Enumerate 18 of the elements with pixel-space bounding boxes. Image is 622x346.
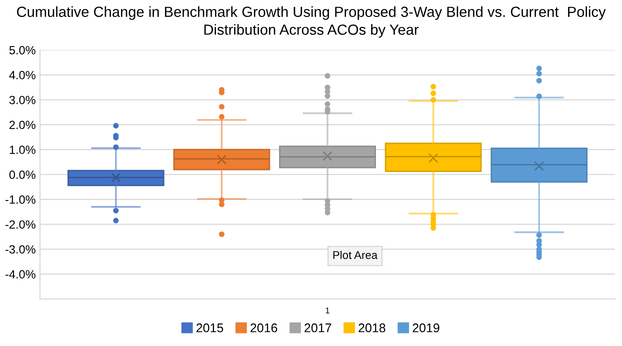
legend-label: 2018	[358, 323, 386, 332]
y-tick-label: 0.0%	[9, 170, 36, 179]
legend-label: 2017	[304, 323, 332, 332]
y-tick-label: -4.0%	[6, 270, 36, 278]
y-tick-label: 4.0%	[9, 70, 36, 80]
annotation: Plot Area	[333, 250, 378, 259]
y-tick-label: 2.0%	[10, 120, 36, 130]
legend-label: 2019	[412, 323, 440, 332]
y-tick-label: 1.0%	[10, 146, 36, 154]
y-tick-label: 3.0%	[9, 96, 36, 104]
y-tick-label: -3.0%	[6, 245, 36, 254]
chart-title: Cumulative Change in Benchmark Growth Using Proposed 3-Way Blend vs. Current Policy Distribution Across ACOs by Year	[16, 6, 606, 38]
y-tick-label: -2.0%	[6, 220, 36, 229]
y-tick-label: -1.0%	[6, 195, 36, 204]
x-tick-label: 1	[326, 308, 330, 314]
y-tick-label: 5.0%	[9, 46, 36, 54]
legend-label: 2016	[250, 323, 278, 332]
legend-label: 2015	[196, 323, 224, 332]
